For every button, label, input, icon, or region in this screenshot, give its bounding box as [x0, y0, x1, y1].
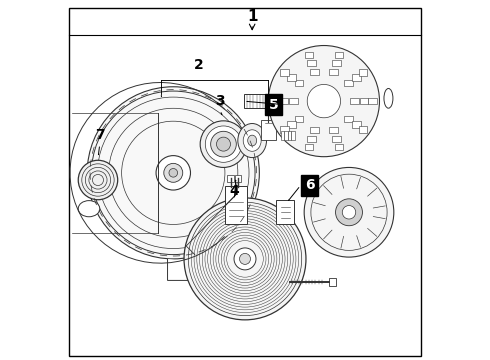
- FancyBboxPatch shape: [261, 121, 276, 140]
- FancyBboxPatch shape: [310, 127, 319, 134]
- FancyBboxPatch shape: [280, 98, 288, 104]
- FancyBboxPatch shape: [359, 69, 368, 76]
- FancyBboxPatch shape: [329, 69, 338, 75]
- Circle shape: [240, 253, 250, 264]
- Text: 6: 6: [305, 178, 315, 192]
- FancyBboxPatch shape: [287, 75, 296, 81]
- FancyBboxPatch shape: [344, 80, 353, 86]
- FancyBboxPatch shape: [291, 131, 295, 140]
- FancyBboxPatch shape: [305, 144, 313, 150]
- FancyBboxPatch shape: [235, 175, 241, 182]
- FancyBboxPatch shape: [295, 80, 303, 86]
- FancyBboxPatch shape: [329, 278, 337, 286]
- FancyBboxPatch shape: [344, 116, 353, 122]
- Circle shape: [217, 137, 230, 151]
- Polygon shape: [168, 259, 214, 280]
- Circle shape: [200, 121, 247, 167]
- Circle shape: [191, 266, 201, 277]
- FancyBboxPatch shape: [332, 136, 341, 143]
- FancyBboxPatch shape: [287, 121, 296, 128]
- FancyBboxPatch shape: [332, 60, 341, 66]
- Text: 7: 7: [95, 128, 104, 142]
- FancyBboxPatch shape: [350, 98, 359, 104]
- Ellipse shape: [238, 123, 267, 158]
- FancyBboxPatch shape: [271, 98, 280, 104]
- Circle shape: [269, 45, 379, 157]
- FancyBboxPatch shape: [335, 52, 343, 58]
- FancyBboxPatch shape: [276, 201, 294, 224]
- FancyBboxPatch shape: [352, 75, 361, 81]
- FancyBboxPatch shape: [245, 94, 269, 108]
- FancyBboxPatch shape: [280, 131, 284, 140]
- FancyBboxPatch shape: [289, 98, 297, 104]
- FancyBboxPatch shape: [307, 60, 316, 66]
- Circle shape: [164, 163, 183, 182]
- Text: 2: 2: [194, 58, 203, 72]
- FancyBboxPatch shape: [227, 175, 234, 182]
- FancyBboxPatch shape: [335, 144, 343, 150]
- FancyBboxPatch shape: [69, 8, 421, 356]
- Circle shape: [184, 198, 306, 320]
- FancyBboxPatch shape: [360, 98, 368, 104]
- FancyBboxPatch shape: [284, 131, 288, 140]
- Circle shape: [87, 87, 259, 259]
- Circle shape: [156, 156, 191, 190]
- Text: 1: 1: [247, 9, 257, 24]
- Circle shape: [343, 206, 356, 219]
- Ellipse shape: [243, 130, 261, 151]
- FancyBboxPatch shape: [352, 121, 361, 128]
- FancyBboxPatch shape: [329, 127, 338, 134]
- Ellipse shape: [247, 135, 257, 146]
- FancyBboxPatch shape: [307, 136, 316, 143]
- FancyBboxPatch shape: [368, 98, 376, 104]
- Circle shape: [205, 126, 242, 162]
- FancyBboxPatch shape: [225, 186, 247, 224]
- Text: 4: 4: [229, 184, 239, 198]
- FancyBboxPatch shape: [359, 126, 368, 133]
- Circle shape: [304, 167, 394, 257]
- FancyBboxPatch shape: [295, 116, 303, 122]
- Ellipse shape: [384, 89, 393, 108]
- Text: 3: 3: [215, 94, 225, 108]
- Circle shape: [211, 131, 236, 157]
- FancyBboxPatch shape: [280, 69, 289, 76]
- FancyBboxPatch shape: [305, 52, 313, 58]
- Circle shape: [169, 168, 177, 177]
- Text: 5: 5: [269, 98, 278, 112]
- Circle shape: [234, 248, 256, 270]
- Circle shape: [307, 85, 341, 118]
- FancyBboxPatch shape: [310, 69, 319, 75]
- Circle shape: [336, 199, 363, 226]
- FancyBboxPatch shape: [288, 131, 291, 140]
- Circle shape: [78, 160, 118, 200]
- FancyBboxPatch shape: [280, 126, 289, 133]
- Ellipse shape: [78, 201, 100, 217]
